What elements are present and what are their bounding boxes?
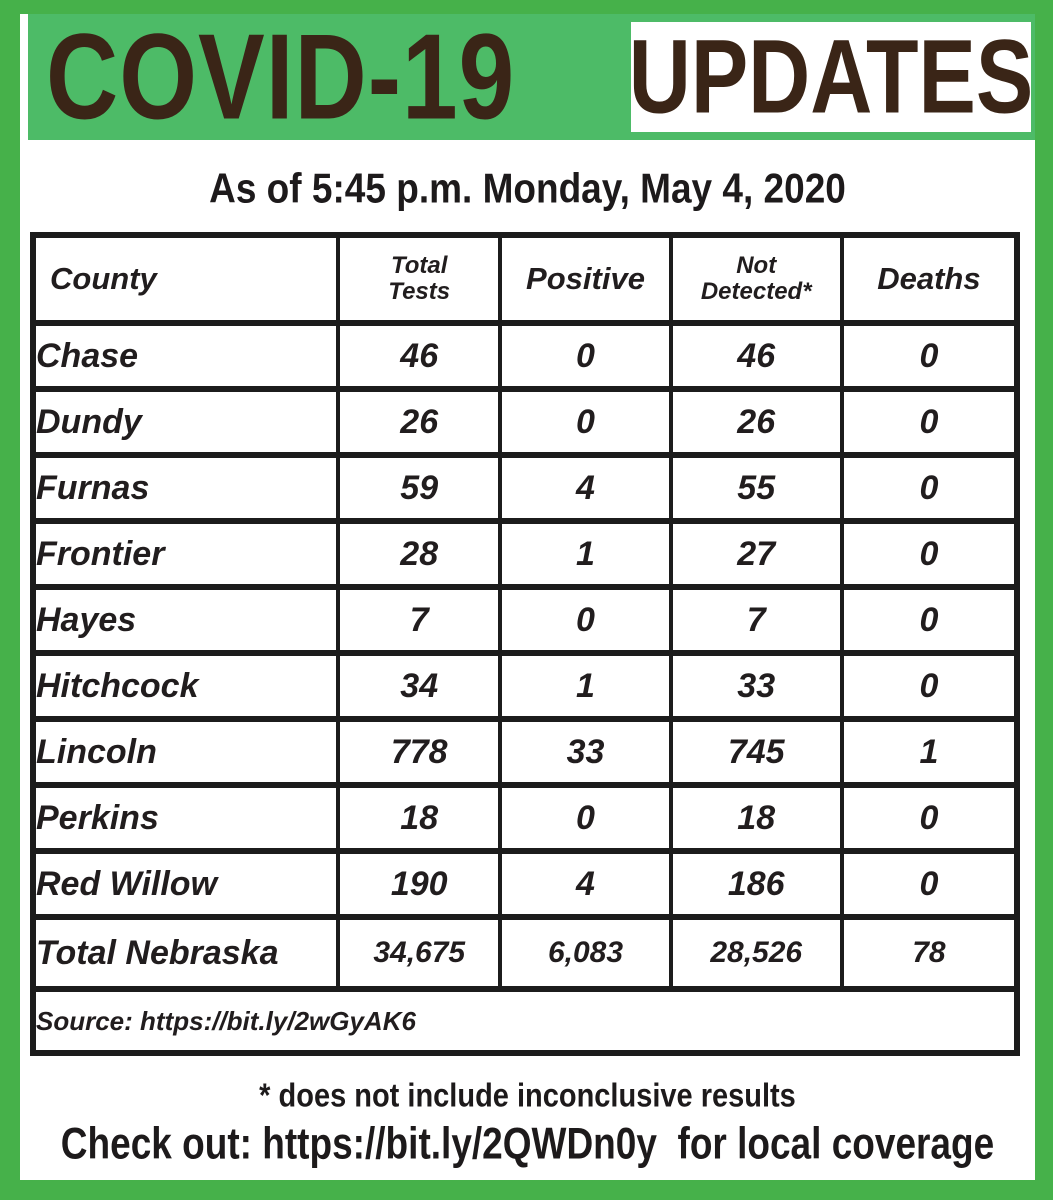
covid-19-headline: COVID-19 — [46, 8, 516, 146]
positive-value-cell: 6,083 — [498, 914, 673, 992]
total_tests-value-cell: 28 — [336, 518, 503, 590]
not_detected-value-cell: 745 — [668, 716, 844, 788]
deaths-value-cell: 0 — [839, 518, 1020, 590]
updates-headline: UPDATES — [628, 17, 1034, 135]
deaths-value-cell: 0 — [839, 320, 1020, 392]
not_detected-value-cell: 28,526 — [668, 914, 844, 992]
total_tests-value-cell: 778 — [336, 716, 503, 788]
positive-value-cell: 0 — [498, 584, 673, 656]
table-row: Chase 46 0 46 0 — [30, 320, 1020, 392]
total_tests-value-cell: 7 — [336, 584, 503, 656]
not_detected-value-cell: 26 — [668, 386, 844, 458]
table-row: Furnas 59 4 55 0 — [30, 452, 1020, 524]
deaths-value-cell: 0 — [839, 848, 1020, 920]
column-header-positive: Positive — [498, 232, 673, 326]
updates-box: UPDATES — [629, 18, 1034, 135]
positive-value-cell: 0 — [498, 782, 673, 854]
county-name-cell: Lincoln — [30, 716, 341, 788]
deaths-value-cell: 0 — [839, 386, 1020, 458]
total_tests-value-cell: 46 — [336, 320, 503, 392]
positive-value-cell: 1 — [498, 650, 673, 722]
not_detected-value-cell: 46 — [668, 320, 844, 392]
source-link-text: Source: https://bit.ly/2wGyAK6 — [31, 986, 1019, 1056]
total_tests-value-cell: 59 — [336, 452, 503, 524]
deaths-value-cell: 1 — [839, 716, 1020, 788]
positive-value-cell: 0 — [498, 386, 673, 458]
total_tests-value-cell: 34,675 — [336, 914, 503, 992]
county-name-cell: Furnas — [30, 452, 341, 524]
not_detected-value-cell: 33 — [668, 650, 844, 722]
deaths-value-cell: 0 — [839, 452, 1020, 524]
source-row: Source: https://bit.ly/2wGyAK6 — [31, 986, 1019, 1056]
county-name-cell: Total Nebraska — [30, 914, 341, 992]
column-header-not_detected: Not Detected* — [668, 232, 844, 326]
deaths-value-cell: 0 — [839, 584, 1020, 656]
county-name-cell: Hitchcock — [30, 650, 341, 722]
total_tests-value-cell: 18 — [336, 782, 503, 854]
county-name-cell: Hayes — [30, 584, 341, 656]
covid-county-table: County Total Tests Positive Not Detected* De… — [30, 232, 1020, 1056]
county-name-cell: Chase — [30, 320, 341, 392]
positive-value-cell: 1 — [498, 518, 673, 590]
positive-value-cell: 0 — [498, 320, 673, 392]
column-header-total_tests: Total Tests — [336, 232, 503, 326]
title-band: COVID-19 UPDATES — [28, 14, 1035, 145]
positive-value-cell: 4 — [498, 452, 673, 524]
inconclusive-footnote: * does not include inconclusive results — [259, 1077, 796, 1115]
not_detected-value-cell: 186 — [668, 848, 844, 920]
positive-value-cell: 33 — [498, 716, 673, 788]
as-of-date: As of 5:45 p.m. Monday, May 4, 2020 — [209, 165, 846, 212]
not_detected-value-cell: 18 — [668, 782, 844, 854]
total-nebraska-row: Total Nebraska 34,675 6,083 28,526 78 — [30, 914, 1020, 992]
positive-value-cell: 4 — [498, 848, 673, 920]
not_detected-value-cell: 7 — [668, 584, 844, 656]
table-row: Hayes 7 0 7 0 — [30, 584, 1020, 656]
local-coverage-link-line: Check out: https://bit.ly/2QWDn0y for lo… — [60, 1118, 995, 1168]
column-header-county: County — [30, 232, 341, 326]
county-name-cell: Red Willow — [30, 848, 341, 920]
not_detected-value-cell: 27 — [668, 518, 844, 590]
table-row: Lincoln 778 33 745 1 — [30, 716, 1020, 788]
deaths-value-cell: 0 — [839, 782, 1020, 854]
table-row: Hitchcock 34 1 33 0 — [30, 650, 1020, 722]
table-row: Perkins 18 0 18 0 — [30, 782, 1020, 854]
deaths-value-cell: 0 — [839, 650, 1020, 722]
total_tests-value-cell: 190 — [336, 848, 503, 920]
not_detected-value-cell: 55 — [668, 452, 844, 524]
total_tests-value-cell: 34 — [336, 650, 503, 722]
county-name-cell: Frontier — [30, 518, 341, 590]
table-header-row: County Total Tests Positive Not Detected* De… — [30, 232, 1020, 326]
column-header-deaths: Deaths — [839, 232, 1020, 326]
deaths-value-cell: 78 — [839, 914, 1020, 992]
county-name-cell: Dundy — [30, 386, 341, 458]
table-row: Frontier 28 1 27 0 — [30, 518, 1020, 590]
total_tests-value-cell: 26 — [336, 386, 503, 458]
table-row: Red Willow 190 4 186 0 — [30, 848, 1020, 920]
county-name-cell: Perkins — [30, 782, 341, 854]
table-row: Dundy 26 0 26 0 — [30, 386, 1020, 458]
